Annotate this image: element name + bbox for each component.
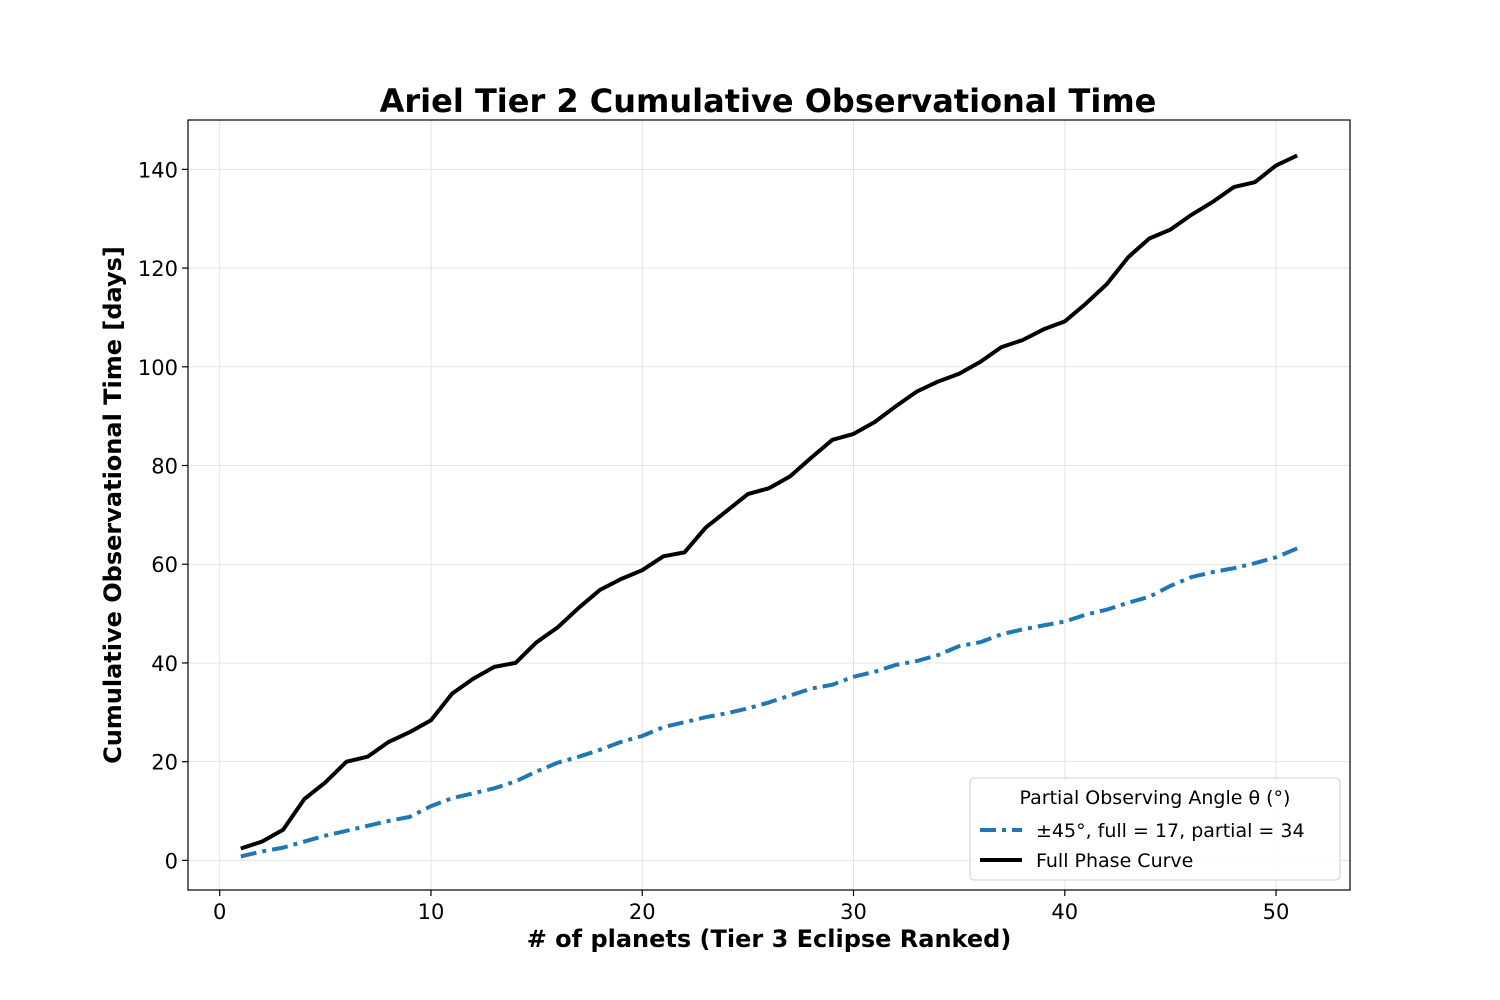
y-tick-label: 20 <box>151 751 178 775</box>
axis-ticks: 0 10 20 30 40 50 0 20 40 60 80 100 120 140 <box>138 158 1290 924</box>
grid <box>188 120 1350 890</box>
plot-frame <box>187 119 1351 891</box>
y-axis-label: Cumulative Observational Time [days] <box>99 246 127 764</box>
legend-box <box>969 777 1341 881</box>
y-tick-label: 40 <box>151 652 178 676</box>
chart-title: Ariel Tier 2 Cumulative Observational Ti… <box>380 82 1157 120</box>
legend-title: Partial Observing Angle θ (°) <box>1020 787 1291 809</box>
series-line-partial <box>240 546 1298 859</box>
y-tick-label: 60 <box>151 553 178 577</box>
legend-label-partial: ±45°, full = 17, partial = 34 <box>1036 820 1305 842</box>
x-tick-label: 50 <box>1263 900 1290 924</box>
legend-label-full: Full Phase Curve <box>1036 850 1193 872</box>
x-tick-label: 10 <box>418 900 445 924</box>
legend: Partial Observing Angle θ (°) ±45°, full… <box>969 777 1341 881</box>
x-axis-label: # of planets (Tier 3 Eclipse Ranked) <box>527 925 1012 953</box>
x-tick-label: 0 <box>213 900 226 924</box>
x-tick-label: 20 <box>629 900 656 924</box>
y-tick-label: 0 <box>165 849 178 873</box>
x-tick-label: 40 <box>1051 900 1078 924</box>
y-tick-label: 80 <box>151 455 178 479</box>
y-tick-label: 100 <box>138 356 178 380</box>
series-line-full <box>240 153 1299 851</box>
series-lines <box>240 153 1299 859</box>
y-tick-label: 140 <box>138 158 178 182</box>
y-tick-label: 120 <box>138 257 178 281</box>
x-tick-label: 30 <box>840 900 867 924</box>
